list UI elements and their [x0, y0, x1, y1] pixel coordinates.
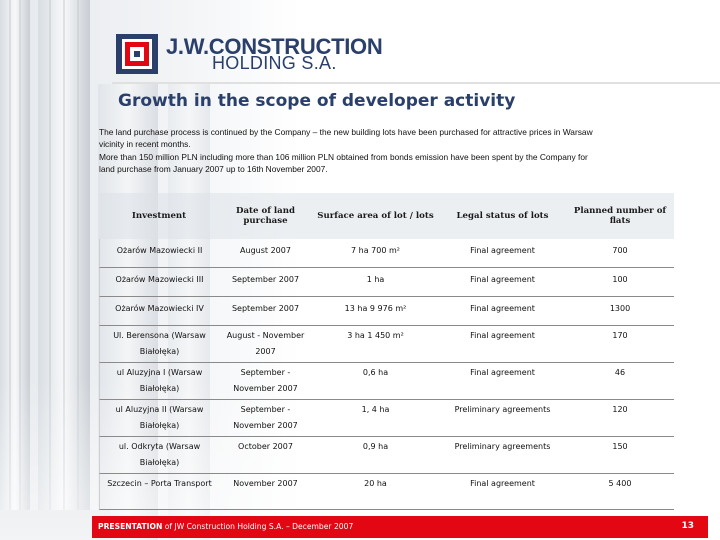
- table-row: Ożarów Mazowiecki IV September 2007 13 h…: [99, 297, 674, 326]
- intro-line: The land purchase process is continued b…: [99, 127, 593, 137]
- cell-date: August - November 2007: [219, 326, 312, 363]
- title-divider: [112, 82, 720, 84]
- cell-date: August 2007: [219, 239, 312, 268]
- cell-date: September 2007: [219, 297, 312, 326]
- cell-investment: Szczecin – Porta Transport: [99, 474, 219, 510]
- jw-logo-mark-icon: [116, 34, 158, 74]
- cell-flats: 700: [566, 239, 674, 268]
- cell-surface: 3 ha 1 450 m²: [312, 326, 439, 363]
- logo-company-suffix: HOLDING S.A.: [212, 53, 337, 73]
- cell-investment: Ożarów Mazowiecki II: [99, 239, 219, 268]
- footer-caption-text: of JW Construction Holding S.A. – Decemb…: [162, 522, 354, 531]
- table-row: Ożarów Mazowiecki III September 2007 1 h…: [99, 268, 674, 297]
- cell-surface: 13 ha 9 976 m²: [312, 297, 439, 326]
- cell-flats: 100: [566, 268, 674, 297]
- table-row: ul Aluzyjna I (Warsaw Białołęka) Septemb…: [99, 363, 674, 400]
- cell-surface: 1, 4 ha: [312, 400, 439, 437]
- cell-legal-status: Final agreement: [439, 239, 566, 268]
- intro-paragraph: The land purchase process is continued b…: [99, 126, 699, 176]
- slide-title: Growth in the scope of developer activit…: [118, 91, 516, 111]
- header-date: Date of land purchase: [219, 193, 312, 239]
- cell-legal-status: Final agreement: [439, 326, 566, 363]
- cell-flats: 1300: [566, 297, 674, 326]
- table-row: Ożarów Mazowiecki II August 2007 7 ha 70…: [99, 239, 674, 268]
- cell-date: September - November 2007: [219, 400, 312, 437]
- cell-surface: 20 ha: [312, 474, 439, 510]
- cell-flats: 46: [566, 363, 674, 400]
- cell-flats: 120: [566, 400, 674, 437]
- cell-surface: 0,9 ha: [312, 437, 439, 474]
- cell-investment: ul Aluzyjna II (Warsaw Białołęka): [99, 400, 219, 437]
- cell-date: November 2007: [219, 474, 312, 510]
- cell-surface: 1 ha: [312, 268, 439, 297]
- cell-date: September - November 2007: [219, 363, 312, 400]
- cell-legal-status: Preliminary agreements: [439, 400, 566, 437]
- table-row: ul. Odkryta (Warsaw Białołęka) October 2…: [99, 437, 674, 474]
- land-purchase-table: Investment Date of land purchase Surface…: [99, 193, 674, 510]
- cell-legal-status: Final agreement: [439, 363, 566, 400]
- cell-surface: 7 ha 700 m²: [312, 239, 439, 268]
- footer-caption: PRESENTATION of JW Construction Holding …: [98, 522, 353, 531]
- cell-investment: Ul. Berensona (Warsaw Białołęka): [99, 326, 219, 363]
- cell-investment: ul. Odkryta (Warsaw Białołęka): [99, 437, 219, 474]
- intro-line: land purchase from January 2007 up to 16…: [99, 164, 328, 175]
- cell-flats: 170: [566, 326, 674, 363]
- footer-bar: PRESENTATION of JW Construction Holding …: [92, 516, 708, 538]
- cell-investment: ul Aluzyjna I (Warsaw Białołęka): [99, 363, 219, 400]
- header-surface: Surface area of lot / lots: [312, 193, 439, 239]
- cell-flats: 5 400: [566, 474, 674, 510]
- cell-legal-status: Final agreement: [439, 474, 566, 510]
- cell-surface: 0,6 ha: [312, 363, 439, 400]
- page-number: 13: [681, 521, 694, 531]
- cell-investment: Ożarów Mazowiecki III: [99, 268, 219, 297]
- header-investment: Investment: [99, 193, 219, 239]
- table-row: ul Aluzyjna II (Warsaw Białołęka) Septem…: [99, 400, 674, 437]
- intro-line: vicinity in recent months.: [99, 139, 191, 150]
- footer-presentation-label: PRESENTATION: [98, 522, 163, 531]
- cell-investment: Ożarów Mazowiecki IV: [99, 297, 219, 326]
- cell-date: September 2007: [219, 268, 312, 297]
- logo-company-name: J.W.CONSTRUCTION: [166, 34, 383, 59]
- header-planned-flats: Planned number of flats: [566, 193, 674, 239]
- cell-legal-status: Preliminary agreements: [439, 437, 566, 474]
- table-row: Ul. Berensona (Warsaw Białołęka) August …: [99, 326, 674, 363]
- intro-line: More than 150 million PLN including more…: [99, 151, 588, 162]
- cell-legal-status: Final agreement: [439, 268, 566, 297]
- cell-legal-status: Final agreement: [439, 297, 566, 326]
- cell-flats: 150: [566, 437, 674, 474]
- table-header-row: Investment Date of land purchase Surface…: [99, 193, 674, 239]
- header-legal-status: Legal status of lots: [439, 193, 566, 239]
- cell-date: October 2007: [219, 437, 312, 474]
- table-row: Szczecin – Porta Transport November 2007…: [99, 474, 674, 510]
